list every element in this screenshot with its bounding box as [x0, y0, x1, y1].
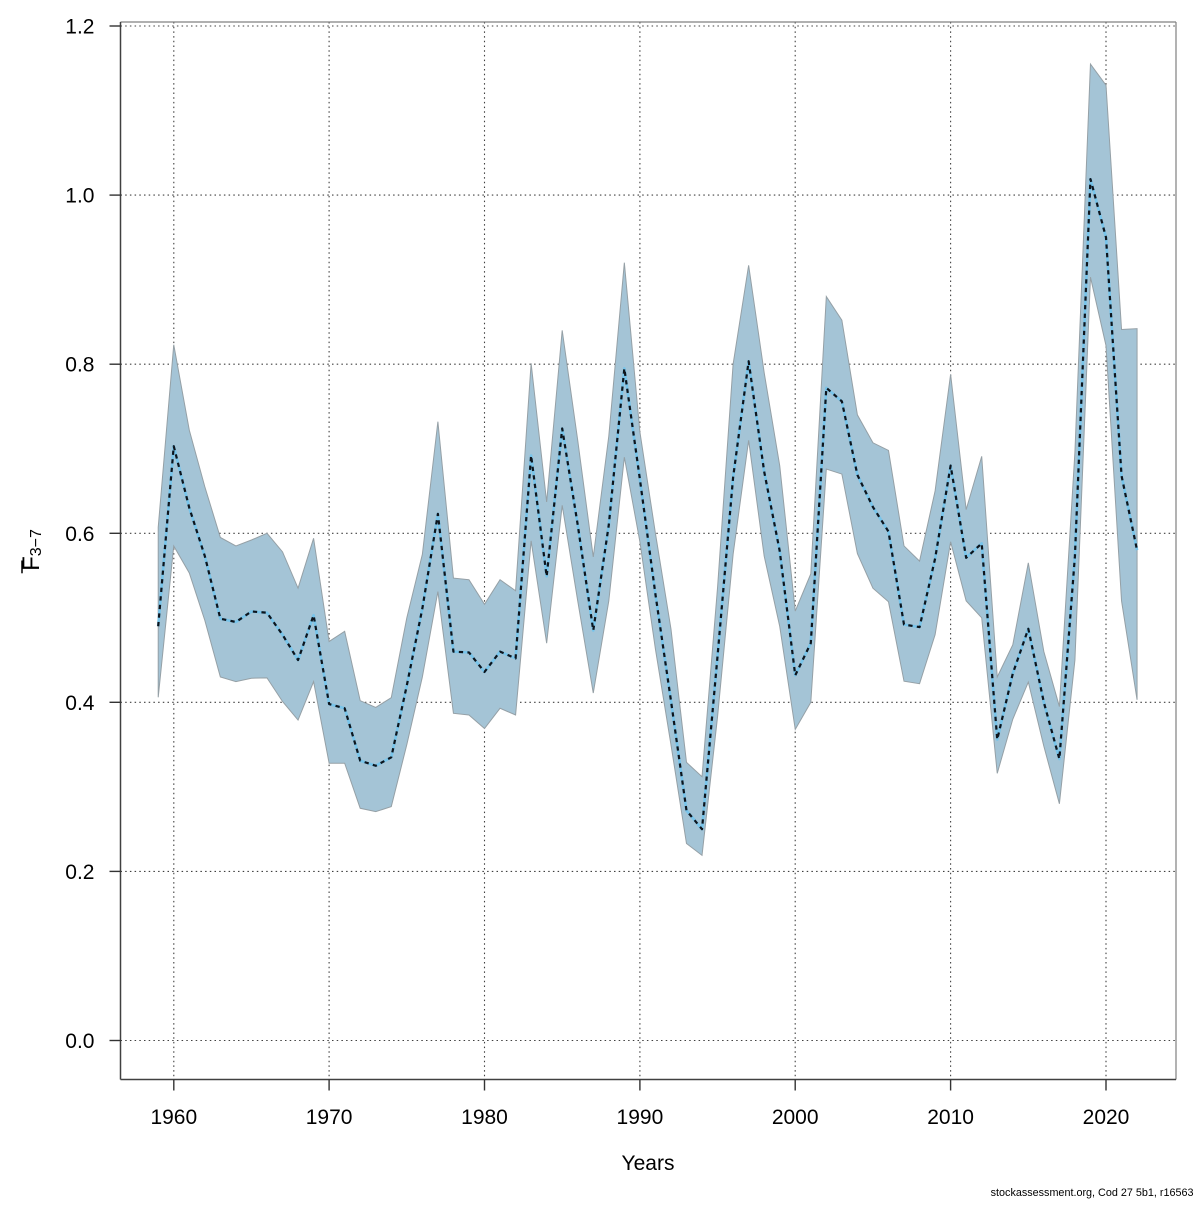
svg-text:1980: 1980: [461, 1106, 508, 1129]
svg-text:2000: 2000: [772, 1106, 819, 1129]
svg-text:0.8: 0.8: [65, 354, 94, 377]
svg-text:stockassessment.org, Cod 27 5b: stockassessment.org, Cod 27 5b1, r16563: [991, 1187, 1194, 1199]
svg-text:0.2: 0.2: [65, 861, 94, 884]
svg-text:0.0: 0.0: [65, 1030, 94, 1053]
svg-text:0.6: 0.6: [65, 523, 94, 546]
svg-text:Years: Years: [622, 1152, 675, 1175]
svg-text:1960: 1960: [150, 1106, 197, 1129]
svg-text:1970: 1970: [306, 1106, 353, 1129]
svg-text:1990: 1990: [617, 1106, 664, 1129]
svg-text:0.4: 0.4: [65, 692, 95, 715]
svg-text:1.2: 1.2: [65, 16, 94, 39]
svg-text:2020: 2020: [1083, 1106, 1130, 1129]
svg-text:2010: 2010: [927, 1106, 974, 1129]
svg-text:1.0: 1.0: [65, 185, 94, 208]
